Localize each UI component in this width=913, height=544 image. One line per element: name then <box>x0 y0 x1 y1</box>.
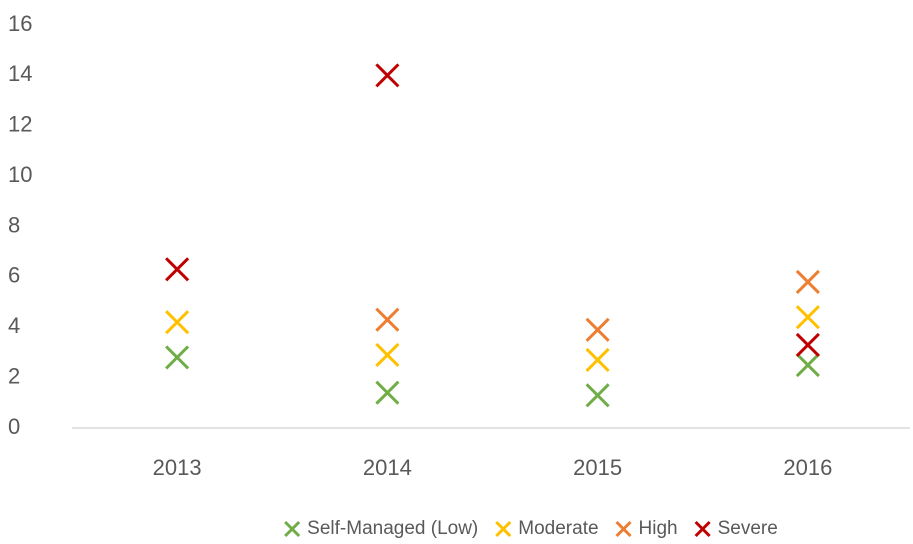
x-tick-label: 2015 <box>573 455 622 480</box>
y-tick-label: 4 <box>8 313 20 338</box>
marker <box>165 257 190 282</box>
marker <box>375 307 400 332</box>
x-tick-label: 2016 <box>783 455 832 480</box>
y-tick-label: 6 <box>8 263 20 288</box>
legend-label: Self-Managed (Low) <box>307 518 478 539</box>
marker <box>795 332 820 357</box>
y-tick-label: 2 <box>8 363 20 388</box>
y-tick-label: 14 <box>8 61 32 86</box>
marker <box>795 352 820 378</box>
legend-label: High <box>639 518 678 539</box>
legend-marker <box>615 520 632 538</box>
y-tick-label: 12 <box>8 112 32 137</box>
marker <box>795 305 820 330</box>
marker <box>375 63 400 88</box>
y-tick-label: 8 <box>8 212 20 237</box>
y-tick-label: 16 <box>8 11 32 36</box>
legend-label: Severe <box>718 518 778 539</box>
legend-marker <box>694 520 711 538</box>
x-tick-label: 2013 <box>153 455 202 480</box>
x-tick-label: 2014 <box>363 455 412 480</box>
marker <box>165 345 190 370</box>
legend-marker <box>495 520 512 538</box>
marker <box>585 317 610 342</box>
marker <box>375 342 400 368</box>
legend-label: Moderate <box>518 518 598 539</box>
marker <box>165 310 190 335</box>
marker <box>375 380 400 405</box>
y-tick-label: 10 <box>8 162 32 187</box>
marker <box>795 269 820 294</box>
marker <box>585 347 610 373</box>
marker <box>585 383 610 408</box>
y-tick-label: 0 <box>8 414 20 439</box>
legend-marker <box>284 520 301 538</box>
